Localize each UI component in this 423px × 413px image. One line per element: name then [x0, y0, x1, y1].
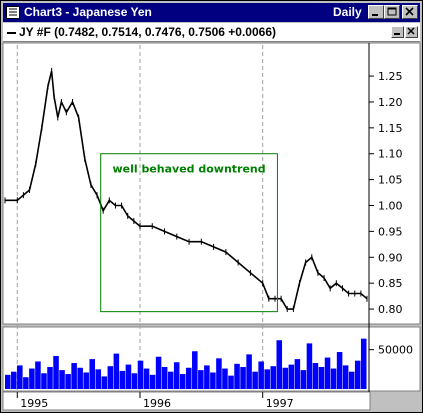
period-label: Daily [333, 5, 362, 19]
close-button[interactable] [402, 5, 418, 19]
volume-bar [119, 370, 126, 389]
volume-bar [330, 368, 337, 389]
volume-bar [252, 371, 258, 389]
pane-minimize-button[interactable] [391, 26, 404, 38]
volume-bar [89, 359, 95, 389]
volume-bar [342, 365, 349, 389]
volume-bar [306, 343, 313, 389]
volume-bar [210, 372, 216, 389]
symbol-quote: JY #F (0.7482, 0.7514, 0.7476, 0.7506 +0… [19, 25, 276, 39]
volume-bar [101, 376, 108, 389]
volume-bar [77, 367, 83, 389]
volume-y-tick-label: 50000 [378, 344, 413, 357]
volume-bar [161, 366, 168, 389]
annotation-box [100, 153, 278, 313]
volume-bar [113, 353, 120, 389]
volume-bar [65, 374, 71, 389]
y-tick-label: 1.00 [378, 200, 403, 213]
volume-bar [204, 365, 210, 389]
y-tick-label: 1.05 [378, 174, 403, 187]
volume-bar [312, 363, 319, 389]
symbol-info-bar: JY #F (0.7482, 0.7514, 0.7476, 0.7506 +0… [3, 23, 420, 42]
minimize-icon [394, 33, 400, 35]
volume-bar [95, 369, 102, 389]
volume-bar [71, 363, 77, 389]
volume-bar [216, 358, 222, 389]
price-panel [2, 42, 421, 325]
volume-bar [282, 367, 289, 389]
volume-bar [240, 366, 246, 389]
chart-app-icon [6, 6, 20, 19]
y-tick-label: 0.80 [378, 303, 403, 316]
restore-icon [387, 7, 397, 16]
close-icon [405, 7, 414, 16]
volume-bar [5, 374, 11, 389]
volume-bar [198, 370, 204, 389]
x-tick-label: 1995 [20, 397, 48, 410]
volume-bar [137, 360, 144, 389]
volume-bar [173, 362, 180, 389]
volume-bar [149, 374, 156, 389]
y-tick-label: 1.10 [378, 148, 403, 161]
annotation-label: well behaved downtrend [112, 163, 265, 176]
volume-bar [246, 354, 252, 389]
close-icon [407, 27, 415, 35]
y-tick-label: 0.85 [378, 277, 403, 290]
title-bar[interactable]: Chart3 - Japanese Yen Daily [3, 3, 420, 22]
volume-bar [59, 370, 65, 389]
volume-bar [107, 366, 114, 389]
volume-bar [41, 373, 47, 389]
volume-bar [131, 373, 138, 389]
restore-button[interactable] [384, 5, 400, 19]
volume-bar [360, 338, 367, 389]
volume-bar [192, 351, 198, 389]
volume-bar [276, 340, 283, 389]
volume-bar [83, 372, 89, 389]
minimize-icon [372, 14, 378, 16]
volume-bar [179, 374, 186, 389]
window-title: Chart3 - Japanese Yen [24, 5, 152, 19]
y-tick-label: 1.15 [378, 122, 403, 135]
y-tick-label: 0.90 [378, 251, 403, 264]
volume-bar [167, 371, 174, 389]
minimize-button[interactable] [368, 5, 384, 19]
volume-bar [318, 366, 325, 389]
volume-bar [29, 368, 35, 389]
volume-bar [348, 371, 355, 389]
volume-bar [354, 360, 361, 389]
volume-bar [53, 355, 59, 389]
volume-bar [186, 367, 192, 389]
volume-bar [264, 369, 270, 389]
volume-bar [143, 368, 150, 389]
volume-bar [258, 361, 264, 389]
volume-bar [222, 368, 228, 389]
x-tick-label: 1997 [266, 397, 294, 410]
volume-bar [47, 366, 53, 389]
volume-bar [125, 364, 132, 389]
y-tick-label: 1.20 [378, 96, 403, 109]
y-tick-label: 1.25 [378, 70, 403, 83]
x-tick-label: 1996 [143, 397, 171, 410]
volume-bar [336, 352, 343, 389]
volume-bar [288, 364, 295, 389]
volume-bar [234, 363, 240, 389]
volume-bar [23, 377, 29, 389]
window-menu-icon[interactable] [6, 28, 18, 38]
volume-bar [228, 375, 234, 389]
volume-bar [270, 366, 276, 389]
y-tick-label: 0.95 [378, 225, 403, 238]
volume-bar [35, 361, 41, 389]
x-axis-strip [2, 391, 371, 411]
pane-close-button[interactable] [405, 26, 418, 38]
volume-bar [155, 356, 162, 389]
volume-bar [17, 365, 23, 389]
volume-bar [294, 359, 301, 389]
volume-bar [324, 357, 331, 389]
volume-bar [300, 370, 307, 389]
volume-bar [11, 371, 17, 389]
